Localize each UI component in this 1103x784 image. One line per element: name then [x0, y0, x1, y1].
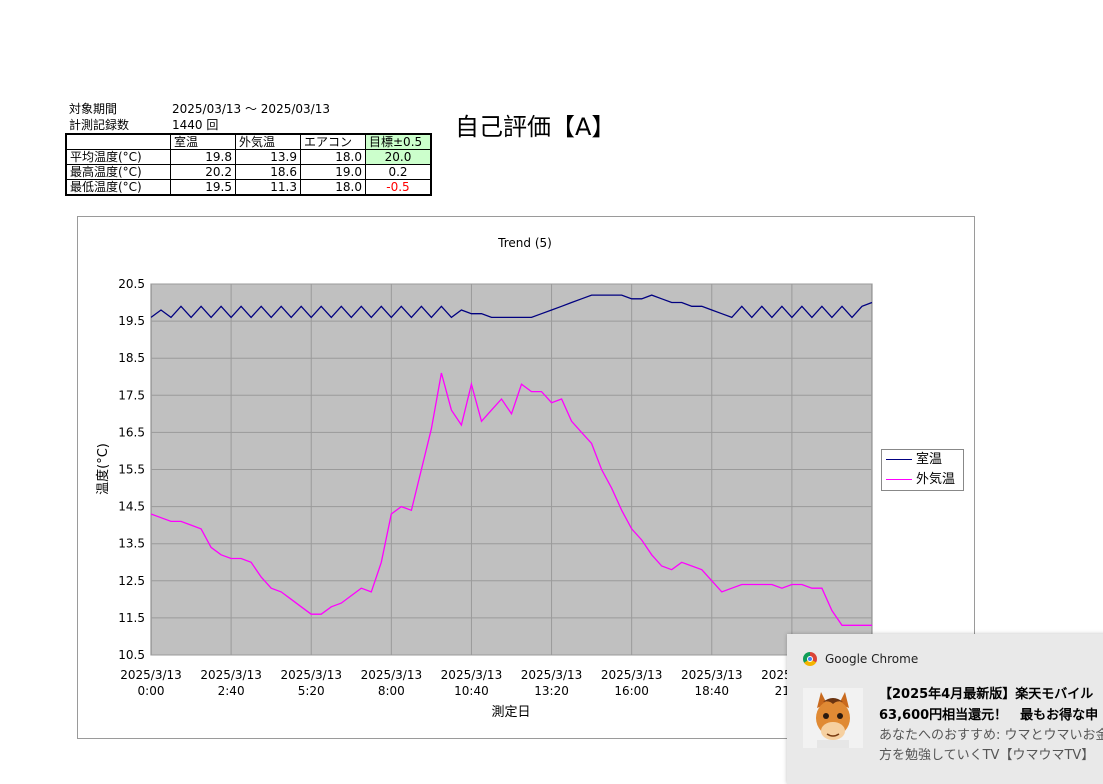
cell-aircon: 18.0 [300, 149, 366, 165]
table-row: 平均温度(°C) 19.8 13.9 18.0 20.0 [65, 149, 432, 165]
cell-target: 20.0 [365, 149, 432, 165]
header-cell-target: 目標±0.5 [365, 133, 432, 150]
x-axis-label: 測定日 [491, 705, 530, 720]
cell-aircon: 18.0 [300, 179, 366, 196]
y-tick-label: 12.5 [118, 574, 145, 588]
y-tick-label: 19.5 [118, 314, 145, 328]
notification-app-name: Google Chrome [825, 652, 919, 666]
header-cell-outside: 外気温 [235, 133, 301, 150]
legend-item-room: 室温 [886, 450, 942, 470]
notification-title: 【2025年4月最新版】楽天モバイル 63,600円相当還元！ 最もお得な申 [879, 684, 1103, 726]
records-value: 1440 回 [172, 118, 219, 132]
x-tick-label: 16:00 [614, 684, 649, 698]
period-value: 2025/03/13 ～ 2025/03/13 [172, 102, 330, 116]
x-tick-label: 2025/3/13 [200, 668, 262, 682]
summary-table: 室温 外気温 エアコン 目標±0.5 平均温度(°C) 19.8 13.9 18… [65, 133, 432, 196]
header-cell-room: 室温 [170, 133, 236, 150]
y-axis-label: 温度(°C) [95, 443, 111, 495]
cell-target: 0.2 [365, 164, 432, 180]
x-tick-label: 2:40 [218, 684, 245, 698]
y-tick-label: 11.5 [118, 611, 145, 625]
table-row: 最高温度(°C) 20.2 18.6 19.0 0.2 [65, 164, 432, 180]
x-tick-label: 8:00 [378, 684, 405, 698]
y-tick-label: 20.5 [118, 277, 145, 291]
x-tick-label: 2025/3/13 [681, 668, 743, 682]
x-tick-label: 2025/3/13 [441, 668, 503, 682]
series-lines [150, 294, 873, 626]
x-tick-label: 2025/3/13 [120, 668, 182, 682]
legend-swatch-outside [886, 479, 912, 480]
grid-lines [151, 283, 872, 656]
legend-item-outside: 外気温 [886, 470, 955, 490]
y-tick-label: 15.5 [118, 463, 145, 477]
x-tick-label: 2025/3/13 [601, 668, 663, 682]
row-label: 最低温度(°C) [65, 179, 171, 196]
cell-target-negative: -0.5 [365, 179, 432, 196]
records-label: 計測記録数 [69, 118, 130, 132]
legend-swatch-room [886, 459, 912, 460]
row-label: 平均温度(°C) [65, 149, 171, 165]
legend-label-room: 室温 [916, 452, 943, 467]
x-tick-label: 5:20 [298, 684, 325, 698]
notification-body: あなたへのおすすめ: ウマとウマいお金の 方を勉強していくTV【ウマウマTV】 [879, 726, 1103, 766]
y-tick-label: 16.5 [118, 425, 145, 439]
series-line-room [150, 294, 873, 319]
cell-outside: 18.6 [235, 164, 301, 180]
chrome-icon [803, 652, 817, 666]
x-tick-label: 13:20 [534, 684, 569, 698]
y-tick-labels: 20.5 19.5 18.5 17.5 16.5 15.5 14.5 13.5 12.5 11.5… [118, 277, 145, 662]
cell-outside: 13.9 [235, 149, 301, 165]
table-row: 最低温度(°C) 19.5 11.3 18.0 -0.5 [65, 179, 432, 196]
x-tick-label: 2025/3/13 [521, 668, 583, 682]
x-tick-labels: 2025/3/13 0:00 2025/3/13 2:40 2025/3/13 5:20 2… [120, 668, 822, 698]
x-tick-label: 18:40 [694, 684, 729, 698]
header-cell-aircon: エアコン [300, 133, 366, 150]
cell-room: 19.8 [170, 149, 236, 165]
period-label: 対象期間 [69, 102, 118, 116]
chrome-notification[interactable]: Google Chrome 【2025年4月最新版】楽天モバイル 63,600円… [787, 634, 1103, 784]
row-label: 最高温度(°C) [65, 164, 171, 180]
x-tick-label: 2025/3/13 [280, 668, 342, 682]
x-tick-label: 0:00 [138, 684, 165, 698]
self-evaluation-grade: 自己評価【A】 [455, 113, 616, 141]
y-tick-label: 13.5 [118, 537, 145, 551]
notification-title-line1: 【2025年4月最新版】楽天モバイル [879, 687, 1094, 702]
notification-body-line1: あなたへのおすすめ: ウマとウマいお金の [879, 728, 1103, 743]
notification-app: Google Chrome [803, 652, 918, 666]
series-line-outside [150, 372, 872, 626]
y-tick-label: 18.5 [118, 351, 145, 365]
cell-room: 20.2 [170, 164, 236, 180]
table-header-row: 室温 外気温 エアコン 目標±0.5 [65, 133, 432, 150]
x-tick-label: 2025/3/13 [361, 668, 423, 682]
x-tick-label: 10:40 [454, 684, 489, 698]
cell-room: 19.5 [170, 179, 236, 196]
notification-title-line2: 63,600円相当還元！ 最もお得な申 [879, 708, 1099, 723]
chart-legend: 室温 外気温 [881, 449, 964, 491]
cell-aircon: 19.0 [300, 164, 366, 180]
y-tick-label: 14.5 [118, 500, 145, 514]
notification-body-line2: 方を勉強していくTV【ウマウマTV】 [879, 748, 1095, 763]
header-cell-blank [65, 133, 171, 150]
y-tick-label: 17.5 [118, 388, 145, 402]
chart-title: Trend (5) [497, 236, 552, 250]
y-tick-label: 10.5 [118, 648, 145, 662]
horse-avatar-icon [803, 688, 863, 748]
cell-outside: 11.3 [235, 179, 301, 196]
legend-label-outside: 外気温 [916, 472, 956, 487]
